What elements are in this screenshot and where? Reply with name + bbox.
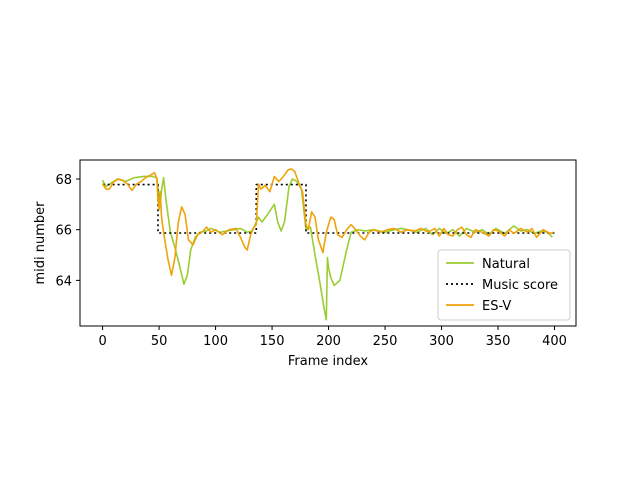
y-tick-label: 64	[55, 274, 72, 289]
series-line-es-v	[101, 168, 554, 277]
plot-area	[79, 159, 577, 327]
legend-label: ES-V	[482, 299, 511, 314]
axis-ticks: 0 50 100 150 200 250 300 350 400 64 66 68	[55, 173, 566, 349]
y-axis-label: midi number	[33, 201, 48, 285]
legend-label: Natural	[482, 257, 530, 272]
y-tick-label: 66	[55, 224, 72, 239]
legend-box	[437, 249, 571, 321]
x-tick-label: 200	[316, 334, 341, 349]
x-tick-label: 300	[429, 334, 454, 349]
x-tick-label: 50	[151, 334, 168, 349]
y-tick-label: 68	[55, 173, 72, 188]
x-axis-label: Frame index	[288, 354, 369, 369]
x-tick-label: 250	[373, 334, 398, 349]
legend-label: Music score	[482, 278, 558, 293]
axes-frame	[79, 159, 577, 327]
legend: Natural Music score ES-V	[437, 249, 571, 321]
x-tick-label: 150	[260, 334, 285, 349]
x-tick-label: 400	[542, 334, 567, 349]
x-tick-label: 350	[486, 334, 511, 349]
x-tick-label: 100	[203, 334, 228, 349]
x-tick-label: 0	[98, 334, 106, 349]
